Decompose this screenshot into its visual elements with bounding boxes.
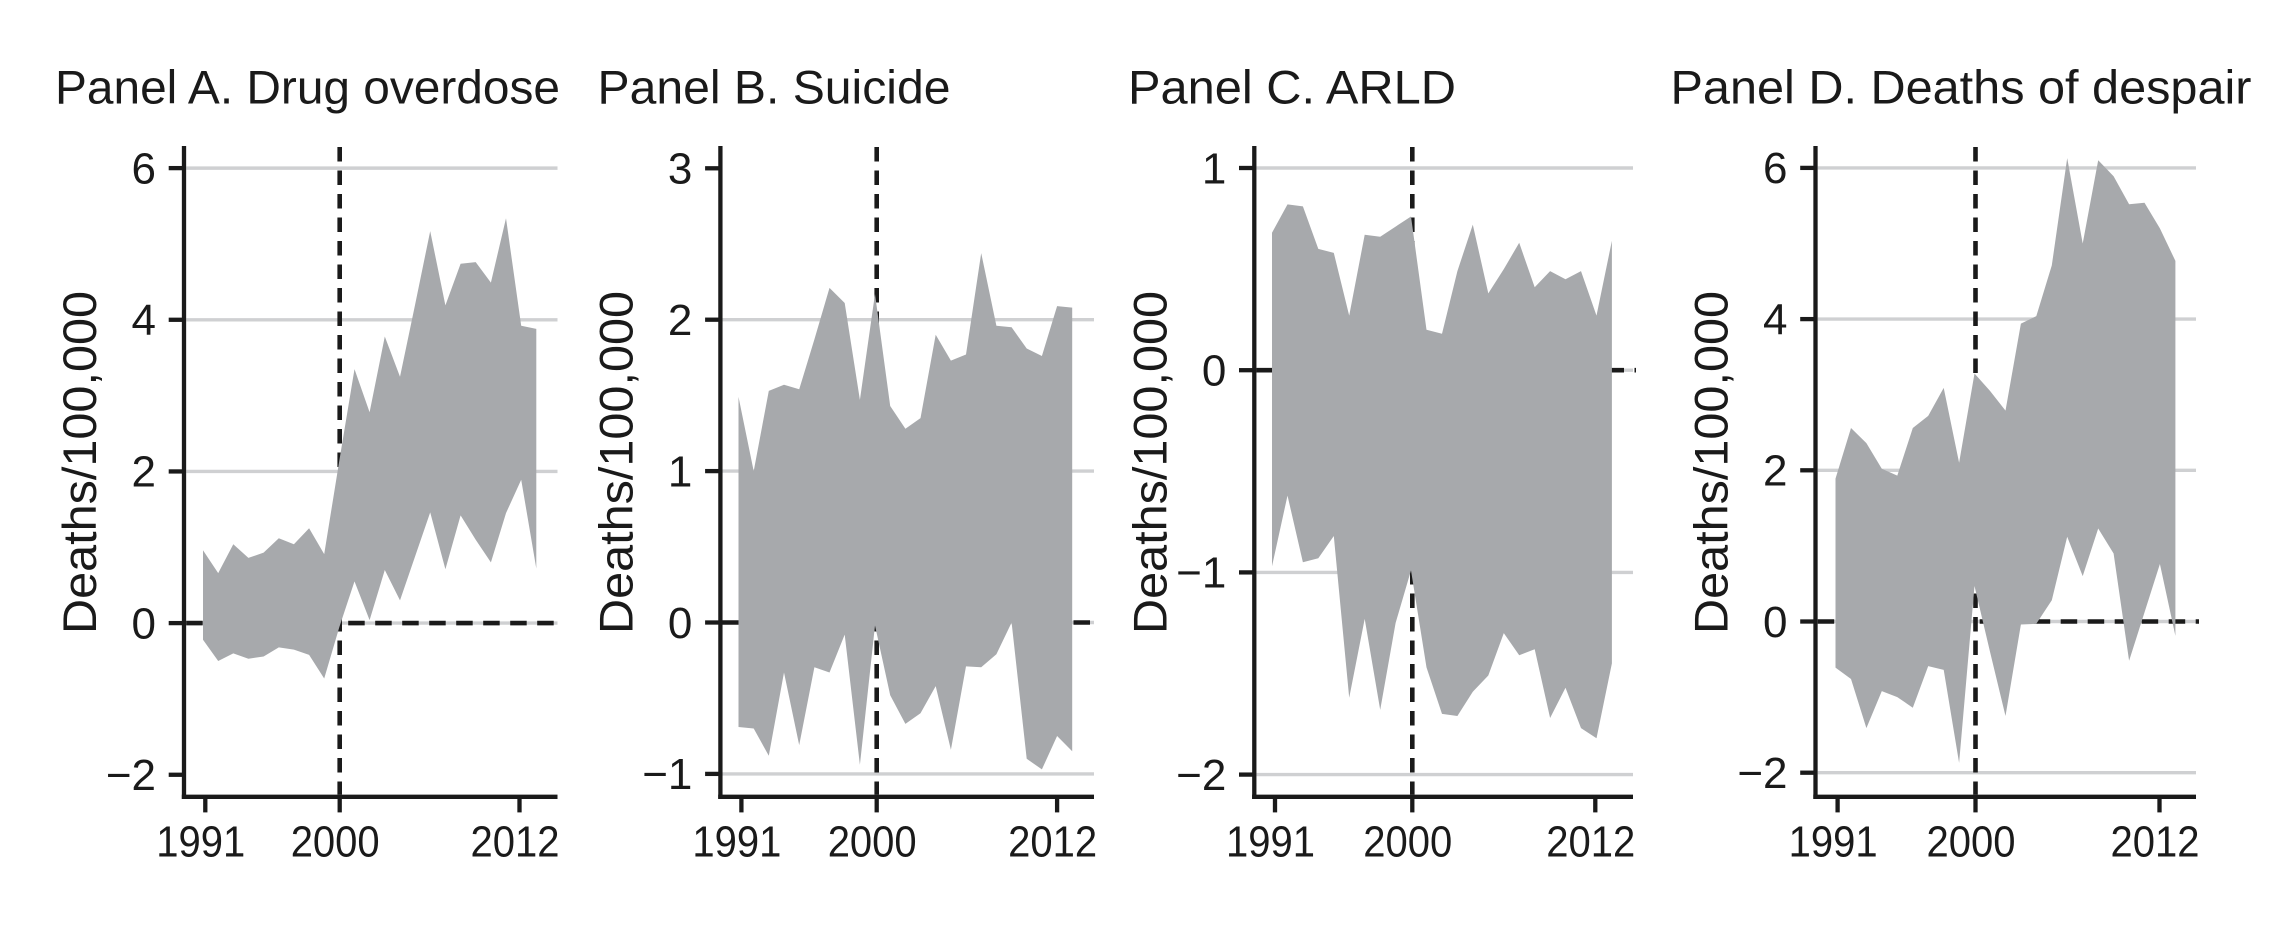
svg-text:Deaths/100,000: Deaths/100,000: [54, 291, 107, 634]
svg-text:1991: 1991: [1789, 818, 1878, 867]
svg-text:−2: −2: [1176, 751, 1226, 800]
svg-text:−2: −2: [106, 751, 156, 800]
svg-text:Panel B. Suicide: Panel B. Suicide: [598, 61, 951, 114]
svg-text:1991: 1991: [1226, 818, 1315, 867]
svg-text:−2: −2: [1737, 749, 1787, 798]
svg-text:1: 1: [668, 447, 692, 496]
svg-text:6: 6: [132, 144, 156, 193]
svg-text:2000: 2000: [1363, 818, 1452, 867]
svg-text:Deaths/100,000: Deaths/100,000: [1124, 291, 1177, 634]
svg-text:Deaths/100,000: Deaths/100,000: [1686, 291, 1739, 634]
svg-text:Deaths/100,000: Deaths/100,000: [590, 291, 643, 634]
svg-text:0: 0: [1763, 598, 1787, 647]
svg-text:2000: 2000: [1927, 818, 2016, 867]
svg-text:Panel D. Deaths of despair: Panel D. Deaths of despair: [1671, 61, 2252, 114]
svg-text:−1: −1: [1176, 549, 1226, 598]
svg-text:2000: 2000: [828, 818, 917, 867]
svg-text:2012: 2012: [2111, 818, 2200, 867]
svg-text:2: 2: [668, 296, 692, 345]
svg-text:1991: 1991: [156, 818, 245, 867]
svg-text:0: 0: [132, 599, 156, 648]
svg-text:1: 1: [1202, 144, 1226, 193]
svg-text:Panel C. ARLD: Panel C. ARLD: [1128, 61, 1456, 114]
svg-text:4: 4: [1763, 295, 1787, 344]
svg-text:6: 6: [1763, 144, 1787, 193]
svg-text:4: 4: [132, 296, 156, 345]
svg-text:1991: 1991: [692, 818, 781, 867]
svg-text:2012: 2012: [1008, 818, 1097, 867]
svg-text:2012: 2012: [471, 818, 560, 867]
svg-text:2000: 2000: [291, 818, 380, 867]
svg-text:2: 2: [132, 448, 156, 497]
svg-text:2: 2: [1763, 447, 1787, 496]
svg-text:3: 3: [668, 145, 692, 194]
svg-text:Panel A. Drug overdose: Panel A. Drug overdose: [55, 61, 560, 114]
svg-text:2012: 2012: [1546, 818, 1635, 867]
svg-text:−1: −1: [642, 750, 692, 799]
svg-text:0: 0: [668, 599, 692, 648]
svg-text:0: 0: [1202, 347, 1226, 396]
